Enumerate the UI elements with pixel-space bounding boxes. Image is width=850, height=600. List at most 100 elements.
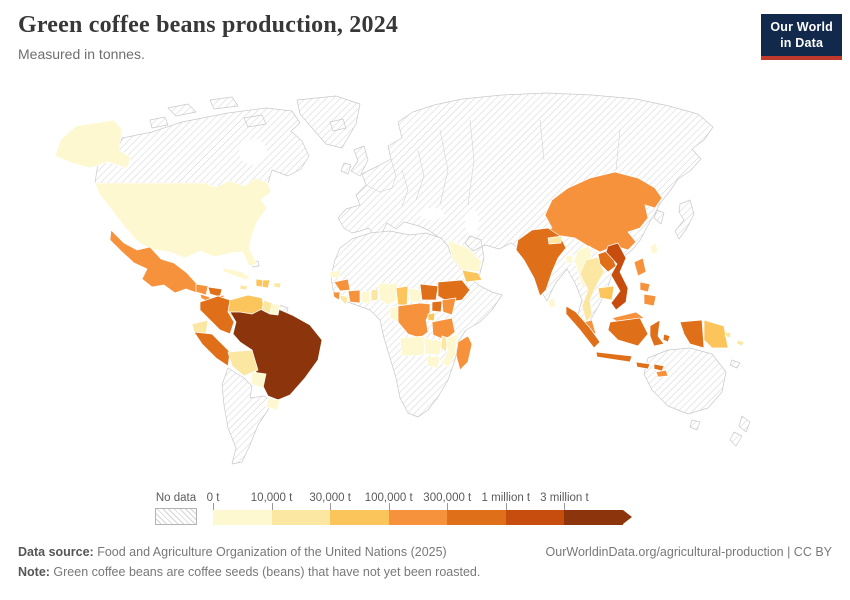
region-iceland xyxy=(329,118,347,132)
legend-bar xyxy=(213,510,632,525)
country-nepal[interactable] xyxy=(547,235,563,245)
map-svg xyxy=(54,92,751,465)
country-senegal[interactable] xyxy=(329,269,342,279)
data-source-value: Food and Agriculture Organization of the… xyxy=(93,545,447,559)
country-peru[interactable] xyxy=(193,331,231,367)
country-zimbabwe[interactable] xyxy=(425,355,441,369)
legend-no-data-swatch[interactable] xyxy=(155,508,197,525)
country-ghana[interactable] xyxy=(360,290,371,304)
country-cuba[interactable] xyxy=(221,267,251,281)
region-korea xyxy=(653,209,665,225)
owid-link[interactable]: OurWorldinData.org/agricultural-producti… xyxy=(545,545,832,559)
note-value: Green coffee beans are coffee seeds (bea… xyxy=(49,565,481,579)
world-choropleth-map xyxy=(0,85,850,490)
region-new-zealand xyxy=(729,415,751,447)
legend-bin[interactable] xyxy=(330,510,389,525)
country-paraguay[interactable] xyxy=(250,371,267,389)
legend-labels: 0 t 10,000 t 30,000 t 100,000 t 300,000 t 1 m… xyxy=(207,492,623,507)
country-tanzania[interactable] xyxy=(431,317,456,341)
country-puerto-rico[interactable] xyxy=(273,282,282,289)
legend-no-data-label: No data xyxy=(155,492,197,504)
chart-subtitle: Measured in tonnes. xyxy=(18,46,145,62)
country-rwanda[interactable] xyxy=(427,312,436,322)
country-dr-congo[interactable] xyxy=(397,302,431,339)
legend-tick-label: 100,000 t xyxy=(364,492,413,504)
country-guinea[interactable] xyxy=(333,278,351,292)
note-text: Note: Green coffee beans are coffee seed… xyxy=(18,565,480,579)
caspian-sea xyxy=(465,209,479,235)
country-mozambique[interactable] xyxy=(441,333,459,369)
legend-tick-label: 1 million t xyxy=(481,492,531,504)
country-venezuela[interactable] xyxy=(227,294,265,315)
chart-footer: Data source: Food and Agriculture Organi… xyxy=(18,545,832,579)
country-bolivia[interactable] xyxy=(227,349,259,377)
region-arctic-islands xyxy=(149,96,267,129)
legend-ticks xyxy=(213,503,623,511)
country-central-african-republic[interactable] xyxy=(407,287,423,303)
legend-tick-label: 10,000 t xyxy=(250,492,293,504)
country-china[interactable] xyxy=(544,171,663,253)
legend-tick-label: 3 million t xyxy=(540,492,589,504)
legend-tick-label: 0 t xyxy=(206,492,220,504)
country-vietnam[interactable] xyxy=(605,242,629,311)
legend-bin[interactable] xyxy=(213,510,272,525)
country-congo[interactable] xyxy=(389,305,399,323)
country-taiwan[interactable] xyxy=(649,242,659,255)
country-ethiopia[interactable] xyxy=(437,279,471,303)
country-vanuatu[interactable] xyxy=(724,331,732,339)
owid-logo-line1: Our World xyxy=(770,20,833,34)
country-colombia[interactable] xyxy=(199,295,235,335)
region-eurasia xyxy=(337,92,714,332)
country-angola[interactable] xyxy=(399,335,426,357)
country-fiji[interactable] xyxy=(736,339,745,347)
legend-no-data: No data xyxy=(155,492,197,525)
country-yemen[interactable] xyxy=(461,269,483,283)
country-kenya[interactable] xyxy=(441,297,457,316)
country-dominican-republic[interactable] xyxy=(261,279,271,289)
country-cambodia[interactable] xyxy=(597,285,615,301)
country-india[interactable] xyxy=(515,227,567,297)
country-south-sudan[interactable] xyxy=(419,283,439,301)
legend-bin[interactable] xyxy=(505,510,565,525)
legend-bar-column: 0 t 10,000 t 30,000 t 100,000 t 300,000 t 1 m… xyxy=(207,492,632,525)
country-uruguay[interactable] xyxy=(265,397,281,411)
country-mexico[interactable] xyxy=(109,229,205,294)
black-sea xyxy=(420,208,444,220)
country-nigeria[interactable] xyxy=(377,282,399,306)
legend-bin[interactable] xyxy=(564,510,624,525)
legend-bin[interactable] xyxy=(447,510,506,525)
chart-header: Green coffee beans production, 2024 Meas… xyxy=(18,12,842,62)
country-madagascar[interactable] xyxy=(455,335,473,371)
country-timor-leste[interactable] xyxy=(655,369,669,378)
country-guatemala[interactable] xyxy=(195,283,209,296)
country-sierra-leone[interactable] xyxy=(332,291,341,301)
country-suriname[interactable] xyxy=(269,302,281,316)
owid-logo[interactable]: Our World in Data xyxy=(761,14,842,61)
country-cameroon[interactable] xyxy=(395,285,409,306)
map-legend: No data 0 t 10,000 t 30,000 t 100,000 t 300,… xyxy=(155,492,632,525)
country-cote-divoire[interactable] xyxy=(347,289,361,304)
country-liberia[interactable] xyxy=(339,294,349,306)
region-britain xyxy=(340,145,369,177)
data-source-label: Data source: xyxy=(18,545,94,559)
country-philippines[interactable] xyxy=(633,257,657,307)
region-new-caledonia xyxy=(729,359,741,369)
country-thailand[interactable] xyxy=(579,256,605,323)
region-argentina-chile xyxy=(221,367,271,465)
legend-tick-label: 30,000 t xyxy=(309,492,351,504)
legend-bin[interactable] xyxy=(388,510,448,525)
country-bangladesh[interactable] xyxy=(565,254,574,265)
country-togo[interactable] xyxy=(370,288,379,302)
page-title: Green coffee beans production, 2024 xyxy=(18,12,399,38)
legend-bin[interactable] xyxy=(271,510,331,525)
country-uganda[interactable] xyxy=(431,300,443,313)
owid-logo-line2: in Data xyxy=(780,35,824,50)
region-canada xyxy=(87,107,310,188)
country-saudi-arabia[interactable] xyxy=(447,239,483,273)
country-united-states[interactable] xyxy=(54,119,272,267)
country-zambia[interactable] xyxy=(423,337,443,356)
country-papua-new-guinea[interactable] xyxy=(703,319,729,349)
country-jamaica[interactable] xyxy=(239,284,249,291)
country-sri-lanka[interactable] xyxy=(547,297,557,309)
region-japan xyxy=(674,199,695,240)
